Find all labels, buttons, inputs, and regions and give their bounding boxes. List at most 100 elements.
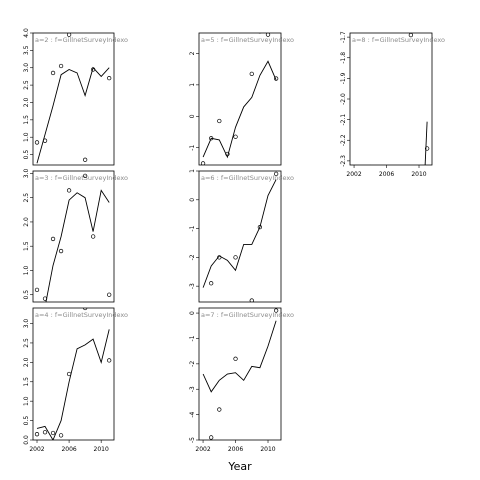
data-point	[58, 248, 64, 254]
y-tick-label: 1.0	[23, 396, 30, 406]
y-tick-label: 4.0	[23, 28, 30, 38]
data-point	[217, 255, 222, 260]
data-point	[42, 430, 48, 435]
y-tick-label: -5	[189, 437, 196, 443]
x-tick-label: 2010	[411, 171, 426, 178]
y-tick-label: 1.5	[23, 115, 30, 125]
y-tick-label: 2.5	[23, 80, 30, 90]
data-point	[408, 33, 414, 38]
y-tick-label: 3.0	[23, 63, 30, 73]
data-point	[217, 118, 222, 124]
data-point	[233, 356, 238, 361]
panel-label: a=3 : f=GillnetSurveyIndexo	[35, 174, 128, 182]
data-point	[273, 76, 279, 81]
y-tick-label: 1	[189, 83, 196, 87]
y-tick-label: 3.0	[23, 168, 30, 178]
panel-frame	[198, 170, 282, 303]
panel-2: a=3 : f=GillnetSurveyIndexo 0.5 1.0 1.5 2.0 2…	[23, 168, 128, 303]
panel-frame	[32, 307, 115, 441]
data-point	[217, 407, 222, 412]
panel-3: a=4 : f=GillnetSurveyIndexo 0.0 0.5 1.0 1.5 2…	[23, 307, 128, 453]
y-tick-label: -2	[189, 254, 196, 260]
data-point	[200, 161, 206, 165]
panel-label: a=5 : f=GillnetSurveyIndexo	[201, 36, 294, 44]
y-tick-label: -2.3	[340, 155, 347, 167]
panel-label: a=7 : f=GillnetSurveyIndexo	[201, 311, 294, 319]
data-point	[82, 157, 88, 162]
data-point	[107, 76, 112, 81]
y-tick-label: 0	[189, 311, 196, 315]
y-tick-label: 1	[189, 169, 196, 173]
y-tick-label: -4	[189, 411, 196, 417]
series-line	[36, 329, 110, 440]
data-point	[50, 70, 56, 76]
panel-1: a=2 : f=GillnetSurveyIndexo 0.5 1.0 1.5 2.0 2…	[23, 28, 128, 166]
data-point	[42, 296, 48, 301]
series-line	[202, 320, 277, 393]
data-point	[209, 136, 214, 141]
data-point	[265, 33, 271, 37]
panel-7: a=8 : f=GillnetSurveyIndexo -2.3 -2.2 -2.1 -…	[340, 31, 445, 178]
y-tick-label: -3	[189, 386, 196, 392]
y-tick-label: -2.2	[340, 134, 347, 146]
y-tick-label: -2	[189, 361, 196, 367]
y-tick-label: 3.0	[23, 319, 30, 329]
panel-plot-area	[202, 171, 279, 302]
data-point	[66, 33, 72, 37]
x-tick-label: 2010	[94, 446, 109, 453]
y-tick-label: -1.9	[340, 72, 347, 84]
y-tick-label: 3.5	[23, 45, 30, 55]
series-line	[36, 66, 110, 164]
data-point	[424, 146, 430, 151]
data-point	[258, 33, 262, 34]
y-tick-label: 0.5	[23, 416, 30, 426]
series-line	[202, 179, 277, 288]
x-tick-label: 2006	[228, 446, 243, 453]
data-point	[58, 63, 64, 69]
data-point	[66, 188, 72, 193]
y-tick-label: 2.0	[23, 357, 30, 367]
panel-6: a=7 : f=GillnetSurveyIndexo -5 -4 -3 -2 -1 0 20…	[189, 307, 294, 453]
data-point	[66, 371, 72, 377]
y-tick-label: 0.0	[23, 435, 30, 445]
data-point	[107, 358, 112, 363]
data-point	[233, 255, 238, 260]
panel-label: a=2 : f=GillnetSurveyIndexo	[35, 36, 128, 44]
y-tick-label: 1.5	[23, 377, 30, 387]
data-point	[34, 432, 40, 437]
data-point	[34, 140, 40, 145]
panel-frame	[198, 32, 282, 166]
y-tick-label: -1	[189, 225, 196, 231]
x-axis-title: Year	[227, 460, 252, 473]
y-tick-label: 2.5	[23, 193, 30, 203]
y-tick-label: 2.0	[23, 98, 30, 108]
y-tick-label: -3	[189, 283, 196, 289]
y-tick-label: 0.5	[23, 290, 30, 300]
x-tick-label: 2010	[260, 446, 275, 453]
y-tick-label: 1.0	[23, 132, 30, 142]
x-tick-label: 2002	[195, 446, 210, 453]
data-point	[273, 171, 279, 177]
data-point	[42, 138, 48, 143]
data-point	[90, 67, 96, 72]
y-tick-label: 2	[189, 51, 196, 55]
data-point	[58, 433, 64, 438]
panel-frame	[349, 32, 433, 166]
panel-plot-area	[34, 173, 112, 302]
y-tick-label: 1.0	[23, 266, 30, 276]
panel-plot-area	[200, 33, 279, 165]
y-tick-label: -1	[189, 335, 196, 341]
panel-5: a=6 : f=GillnetSurveyIndexo -3 -2 -1 0 1	[189, 169, 294, 303]
panel-plot-area	[34, 308, 112, 440]
y-tick-label: -1.7	[340, 31, 347, 43]
panel-plot-area	[34, 33, 112, 164]
series-line	[202, 60, 277, 159]
x-tick-label: 2002	[346, 171, 361, 178]
y-tick-label: 0	[189, 198, 196, 202]
data-point	[209, 281, 214, 286]
data-point	[90, 234, 96, 239]
y-tick-label: 2.5	[23, 338, 30, 348]
data-point	[107, 292, 112, 297]
data-point	[82, 173, 88, 179]
y-tick-label: -2.0	[340, 93, 347, 105]
